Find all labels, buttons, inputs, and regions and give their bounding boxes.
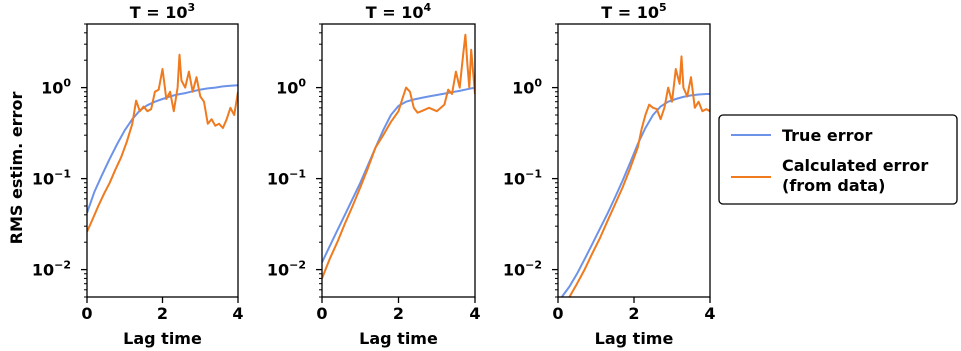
x-axis-label: Lag time (123, 329, 202, 348)
plot-frame (321, 23, 476, 298)
y-tick-label: 100 (512, 77, 542, 98)
x-tick-label: 4 (704, 304, 715, 323)
legend-box (718, 114, 958, 205)
x-axis-label: Lag time (359, 329, 438, 348)
panel-title: T = 104 (366, 1, 432, 22)
x-axis-label: Lag time (595, 329, 674, 348)
y-tick-label: 100 (41, 77, 71, 98)
x-tick-label: 0 (316, 304, 327, 323)
legend-label-calculated-error-line1: Calculated error (782, 156, 928, 175)
series-line-calculated-error (322, 33, 475, 279)
y-tick-label: 100 (276, 77, 306, 98)
x-tick-label: 0 (81, 304, 92, 323)
panel-1: T = 103 100 10−1 10−2 0 2 4 Lag time (32, 1, 244, 348)
x-tick-label: 2 (157, 304, 168, 323)
x-tick-label: 2 (393, 304, 404, 323)
y-tick-label: 10−2 (32, 259, 71, 280)
panel-3: T = 105 100 10−1 10−2 0 2 4 Lag time (503, 1, 716, 348)
y-tick-label: 10−1 (32, 168, 71, 189)
x-tick-label: 4 (232, 304, 243, 323)
legend-label-calculated-error-line2: (from data) (782, 176, 885, 195)
x-tick-label: 4 (469, 304, 480, 323)
series-line-true-error (560, 93, 710, 297)
series-line-true-error (87, 84, 238, 214)
x-tick-label: 2 (628, 304, 639, 323)
panel-title: T = 103 (130, 1, 195, 22)
series-line-true-error (322, 86, 475, 263)
legend: True error Calculated error(from data) (718, 114, 958, 205)
x-tick-label: 0 (552, 304, 563, 323)
y-axis-label: RMS estim. error (7, 92, 26, 245)
panels: T = 103 100 10−1 10−2 0 2 4 Lag time T = 104 100 1… (32, 1, 716, 348)
panel-title: T = 105 (601, 1, 666, 22)
y-tick-label: 10−2 (267, 259, 306, 280)
series-line-calculated-error (568, 55, 710, 297)
plot-frame (557, 23, 711, 298)
y-tick-label: 10−2 (503, 259, 542, 280)
y-tick-label: 10−1 (503, 168, 542, 189)
plot-frame (86, 23, 239, 298)
legend-label-true-error: True error (782, 126, 872, 145)
panel-2: T = 104 100 10−1 10−2 0 2 4 Lag time (267, 1, 481, 348)
series-line-calculated-error (87, 53, 238, 233)
y-tick-label: 10−1 (267, 168, 306, 189)
